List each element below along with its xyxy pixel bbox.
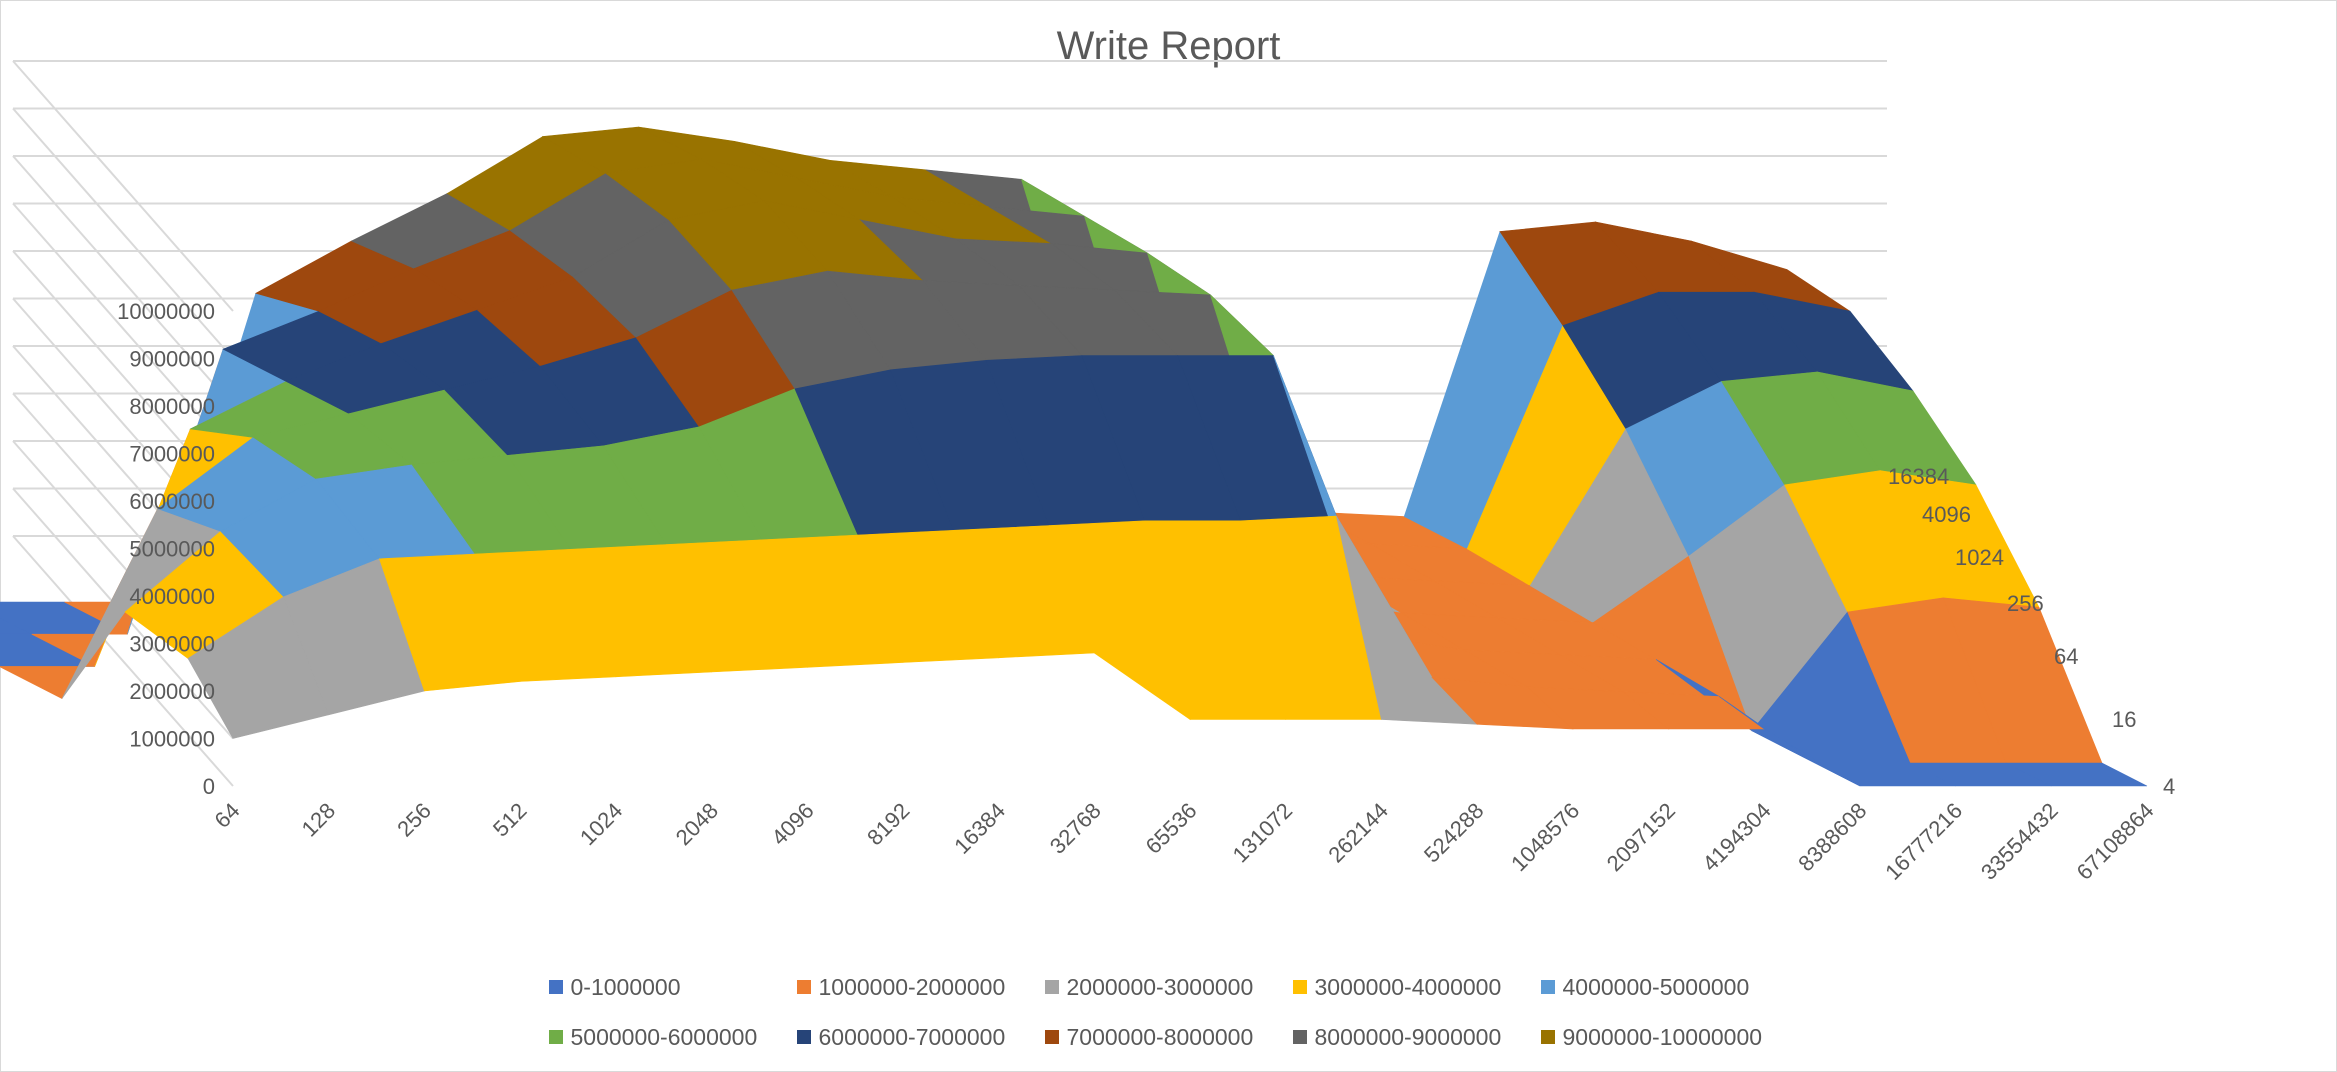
legend-row: 5000000-6000000 6000000-7000000 7000000-80… xyxy=(0,1012,2337,1062)
legend-label: 3000000-4000000 xyxy=(1314,973,1502,1000)
legend-label: 7000000-8000000 xyxy=(1066,1023,1254,1050)
depth-tick-label: 256 xyxy=(2007,591,2044,616)
x-tick-label: 67108864 xyxy=(2072,798,2159,885)
z-tick-label: 0 xyxy=(203,774,215,799)
x-tick-label: 2048 xyxy=(671,798,723,850)
x-tick-label: 16777216 xyxy=(1880,798,1967,885)
legend-item: 6000000-7000000 xyxy=(796,1023,1045,1051)
depth-tick-label: 1024 xyxy=(1955,545,2004,570)
legend-item: 7000000-8000000 xyxy=(1044,1023,1293,1051)
legend-label: 9000000-10000000 xyxy=(1562,1023,1763,1050)
x-tick-label: 256 xyxy=(392,798,436,842)
legend-swatch xyxy=(1540,1030,1555,1044)
x-tick-label: 4096 xyxy=(766,798,818,850)
surface-chart: 0 1000000 2000000 3000000 4000000 5000000 6000… xyxy=(0,60,2175,885)
z-tick-label: 9000000 xyxy=(129,347,215,372)
z-tick-label: 3000000 xyxy=(129,632,215,657)
legend-swatch xyxy=(1292,980,1307,994)
gridline xyxy=(12,535,234,787)
z-tick-label: 6000000 xyxy=(129,489,215,514)
depth-tick-label: 64 xyxy=(2054,644,2078,669)
legend-swatch xyxy=(1044,1030,1059,1044)
legend-label: 6000000-7000000 xyxy=(818,1023,1006,1050)
legend-swatch xyxy=(796,1030,811,1044)
x-tick-label: 128 xyxy=(297,798,341,842)
x-tick-label: 524288 xyxy=(1419,798,1489,868)
legend-swatch xyxy=(796,980,811,994)
gridline xyxy=(12,60,234,312)
legend-item: 1000000-2000000 xyxy=(796,973,1045,1001)
depth-tick-label: 4096 xyxy=(1922,502,1971,527)
legend-item: 8000000-9000000 xyxy=(1292,1023,1541,1051)
z-tick-label: 10000000 xyxy=(117,299,215,324)
depth-tick-label: 16 xyxy=(2112,707,2136,732)
surface-cell xyxy=(2006,762,2148,787)
z-tick-label: 1000000 xyxy=(129,727,215,752)
x-tick-label: 2097152 xyxy=(1602,798,1680,876)
x-tick-label: 8388608 xyxy=(1793,798,1871,876)
depth-tick-label: 4 xyxy=(2163,774,2175,799)
x-tick-label: 4194304 xyxy=(1697,798,1775,876)
x-tick-label: 64 xyxy=(210,798,245,833)
legend-item: 0-1000000 xyxy=(548,973,797,1001)
legend-item: 4000000-5000000 xyxy=(1540,973,1789,1001)
x-tick-label: 8192 xyxy=(862,798,914,850)
legend-label: 1000000-2000000 xyxy=(818,973,1006,1000)
legend-swatch xyxy=(1292,1030,1307,1044)
gridline xyxy=(12,202,234,455)
gridline xyxy=(12,107,234,360)
x-tick-label: 1024 xyxy=(575,798,627,850)
legend-swatch xyxy=(1044,980,1059,994)
x-tick-label: 1048576 xyxy=(1506,798,1584,876)
legend-swatch xyxy=(1540,980,1555,994)
legend-label: 5000000-6000000 xyxy=(570,1023,758,1050)
x-tick-label: 512 xyxy=(488,798,532,842)
legend-row: 0-1000000 1000000-2000000 2000000-3000000 3… xyxy=(0,962,2337,1012)
legend: 0-1000000 1000000-2000000 2000000-3000000 3… xyxy=(0,962,2337,1062)
z-tick-label: 8000000 xyxy=(129,394,215,419)
x-tick-label: 32768 xyxy=(1045,798,1106,859)
legend-item: 2000000-3000000 xyxy=(1044,973,1293,1001)
legend-swatch xyxy=(548,1030,563,1044)
z-tick-label: 5000000 xyxy=(129,537,215,562)
x-tick-label: 131072 xyxy=(1228,798,1298,868)
legend-label: 8000000-9000000 xyxy=(1314,1023,1502,1050)
legend-item: 3000000-4000000 xyxy=(1292,973,1541,1001)
x-tick-label: 16384 xyxy=(949,798,1010,859)
legend-swatch xyxy=(548,980,563,994)
legend-label: 4000000-5000000 xyxy=(1562,973,1750,1000)
z-tick-label: 2000000 xyxy=(129,679,215,704)
x-tick-label: 33554432 xyxy=(1976,798,2063,885)
surface-layer xyxy=(0,126,2148,787)
legend-label: 0-1000000 xyxy=(570,973,681,1000)
x-tick-label: 262144 xyxy=(1323,798,1393,868)
legend-label: 2000000-3000000 xyxy=(1066,973,1254,1000)
z-tick-label: 4000000 xyxy=(129,584,215,609)
legend-item: 9000000-10000000 xyxy=(1540,1023,1789,1051)
x-tick-label: 65536 xyxy=(1141,798,1202,859)
z-tick-label: 7000000 xyxy=(129,442,215,467)
gridline xyxy=(12,155,234,407)
legend-item: 5000000-6000000 xyxy=(548,1023,797,1051)
depth-tick-label: 16384 xyxy=(1888,464,1949,489)
